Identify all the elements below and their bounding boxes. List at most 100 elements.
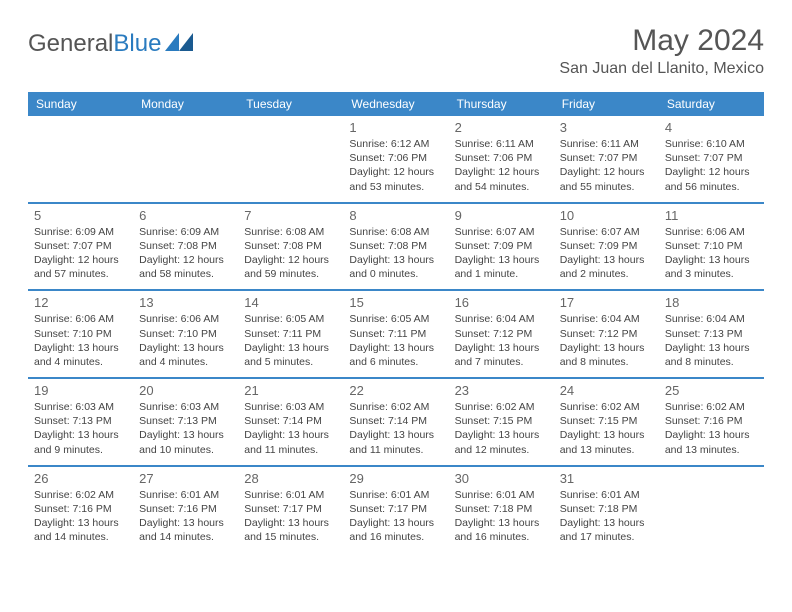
day-detail-line: Sunset: 7:18 PM [560, 502, 653, 516]
day-details: Sunrise: 6:08 AMSunset: 7:08 PMDaylight:… [244, 225, 337, 282]
day-detail-line: Sunset: 7:12 PM [455, 327, 548, 341]
day-detail-line: and 14 minutes. [139, 530, 232, 544]
day-detail-line: Daylight: 12 hours [455, 165, 548, 179]
day-details: Sunrise: 6:06 AMSunset: 7:10 PMDaylight:… [34, 312, 127, 369]
day-detail-line: Daylight: 13 hours [665, 253, 758, 267]
day-cell: 6Sunrise: 6:09 AMSunset: 7:08 PMDaylight… [133, 203, 238, 291]
day-detail-line: Sunset: 7:10 PM [34, 327, 127, 341]
day-detail-line: Sunset: 7:13 PM [665, 327, 758, 341]
day-number: 28 [244, 471, 337, 486]
day-details: Sunrise: 6:04 AMSunset: 7:12 PMDaylight:… [560, 312, 653, 369]
day-detail-line: and 58 minutes. [139, 267, 232, 281]
day-detail-line: and 3 minutes. [665, 267, 758, 281]
day-number: 21 [244, 383, 337, 398]
day-cell: 13Sunrise: 6:06 AMSunset: 7:10 PMDayligh… [133, 290, 238, 378]
day-detail-line: Daylight: 13 hours [665, 341, 758, 355]
calendar-table: Sunday Monday Tuesday Wednesday Thursday… [28, 92, 764, 552]
day-detail-line: Sunrise: 6:03 AM [34, 400, 127, 414]
day-cell [659, 466, 764, 553]
day-cell [238, 116, 343, 203]
day-detail-line: and 10 minutes. [139, 443, 232, 457]
day-detail-line: Sunset: 7:09 PM [560, 239, 653, 253]
day-cell: 3Sunrise: 6:11 AMSunset: 7:07 PMDaylight… [554, 116, 659, 203]
day-detail-line: Sunset: 7:09 PM [455, 239, 548, 253]
weekday-header: Tuesday [238, 92, 343, 116]
day-details: Sunrise: 6:05 AMSunset: 7:11 PMDaylight:… [349, 312, 442, 369]
day-details: Sunrise: 6:06 AMSunset: 7:10 PMDaylight:… [665, 225, 758, 282]
day-detail-line: Sunrise: 6:01 AM [349, 488, 442, 502]
day-details: Sunrise: 6:04 AMSunset: 7:12 PMDaylight:… [455, 312, 548, 369]
day-number: 22 [349, 383, 442, 398]
day-number: 7 [244, 208, 337, 223]
day-details: Sunrise: 6:03 AMSunset: 7:13 PMDaylight:… [139, 400, 232, 457]
day-detail-line: Sunrise: 6:04 AM [455, 312, 548, 326]
day-detail-line: Daylight: 13 hours [455, 341, 548, 355]
day-detail-line: Sunrise: 6:11 AM [455, 137, 548, 151]
day-detail-line: Sunset: 7:11 PM [244, 327, 337, 341]
day-cell: 2Sunrise: 6:11 AMSunset: 7:06 PMDaylight… [449, 116, 554, 203]
day-detail-line: and 16 minutes. [455, 530, 548, 544]
day-cell: 9Sunrise: 6:07 AMSunset: 7:09 PMDaylight… [449, 203, 554, 291]
day-detail-line: Sunset: 7:14 PM [244, 414, 337, 428]
day-cell: 25Sunrise: 6:02 AMSunset: 7:16 PMDayligh… [659, 378, 764, 466]
day-cell: 23Sunrise: 6:02 AMSunset: 7:15 PMDayligh… [449, 378, 554, 466]
day-details: Sunrise: 6:03 AMSunset: 7:14 PMDaylight:… [244, 400, 337, 457]
day-detail-line: Sunset: 7:11 PM [349, 327, 442, 341]
week-row: 1Sunrise: 6:12 AMSunset: 7:06 PMDaylight… [28, 116, 764, 203]
day-detail-line: Sunset: 7:07 PM [34, 239, 127, 253]
day-details: Sunrise: 6:08 AMSunset: 7:08 PMDaylight:… [349, 225, 442, 282]
day-details: Sunrise: 6:01 AMSunset: 7:17 PMDaylight:… [349, 488, 442, 545]
day-number: 11 [665, 208, 758, 223]
day-number: 27 [139, 471, 232, 486]
day-number: 31 [560, 471, 653, 486]
day-detail-line: Sunset: 7:17 PM [349, 502, 442, 516]
day-number: 5 [34, 208, 127, 223]
day-details: Sunrise: 6:01 AMSunset: 7:18 PMDaylight:… [455, 488, 548, 545]
day-detail-line: Sunrise: 6:01 AM [139, 488, 232, 502]
day-cell: 24Sunrise: 6:02 AMSunset: 7:15 PMDayligh… [554, 378, 659, 466]
day-detail-line: Sunset: 7:13 PM [139, 414, 232, 428]
day-detail-line: and 7 minutes. [455, 355, 548, 369]
day-detail-line: Sunset: 7:08 PM [244, 239, 337, 253]
title-block: May 2024 San Juan del Llanito, Mexico [559, 24, 764, 78]
day-number: 24 [560, 383, 653, 398]
day-detail-line: and 17 minutes. [560, 530, 653, 544]
day-number: 30 [455, 471, 548, 486]
day-detail-line: Sunset: 7:16 PM [34, 502, 127, 516]
day-detail-line: Daylight: 13 hours [244, 428, 337, 442]
day-number: 6 [139, 208, 232, 223]
week-row: 19Sunrise: 6:03 AMSunset: 7:13 PMDayligh… [28, 378, 764, 466]
day-cell: 22Sunrise: 6:02 AMSunset: 7:14 PMDayligh… [343, 378, 448, 466]
day-cell: 5 Sunrise: 6:09 AMSunset: 7:07 PMDaylight… [28, 203, 133, 291]
day-number: 14 [244, 295, 337, 310]
day-detail-line: and 55 minutes. [560, 180, 653, 194]
day-cell: 30 Sunrise: 6:01 AMSunset: 7:18 PMDayligh… [449, 466, 554, 553]
day-cell: 27Sunrise: 6:01 AMSunset: 7:16 PMDayligh… [133, 466, 238, 553]
day-detail-line: Sunset: 7:06 PM [349, 151, 442, 165]
month-title: May 2024 [559, 24, 764, 58]
day-detail-line: and 56 minutes. [665, 180, 758, 194]
day-cell: 4Sunrise: 6:10 AMSunset: 7:07 PMDaylight… [659, 116, 764, 203]
day-detail-line: and 0 minutes. [349, 267, 442, 281]
day-detail-line: Daylight: 13 hours [560, 253, 653, 267]
weekday-header-row: Sunday Monday Tuesday Wednesday Thursday… [28, 92, 764, 116]
day-cell: 19Sunrise: 6:03 AMSunset: 7:13 PMDayligh… [28, 378, 133, 466]
day-cell [28, 116, 133, 203]
day-details: Sunrise: 6:02 AMSunset: 7:16 PMDaylight:… [34, 488, 127, 545]
day-detail-line: Daylight: 12 hours [139, 253, 232, 267]
day-detail-line: Sunrise: 6:06 AM [139, 312, 232, 326]
day-detail-line: and 12 minutes. [455, 443, 548, 457]
day-cell [133, 116, 238, 203]
day-detail-line: Daylight: 13 hours [455, 516, 548, 530]
day-detail-line: Daylight: 13 hours [560, 516, 653, 530]
day-detail-line: and 53 minutes. [349, 180, 442, 194]
day-details: Sunrise: 6:11 AMSunset: 7:07 PMDaylight:… [560, 137, 653, 194]
week-row: 12Sunrise: 6:06 AMSunset: 7:10 PMDayligh… [28, 290, 764, 378]
day-detail-line: Daylight: 13 hours [34, 516, 127, 530]
day-details: Sunrise: 6:09 AMSunset: 7:07 PMDaylight:… [34, 225, 127, 282]
day-number: 25 [665, 383, 758, 398]
day-detail-line: and 13 minutes. [665, 443, 758, 457]
day-detail-line: Sunrise: 6:02 AM [34, 488, 127, 502]
day-number: 26 [34, 471, 127, 486]
weekday-header: Sunday [28, 92, 133, 116]
